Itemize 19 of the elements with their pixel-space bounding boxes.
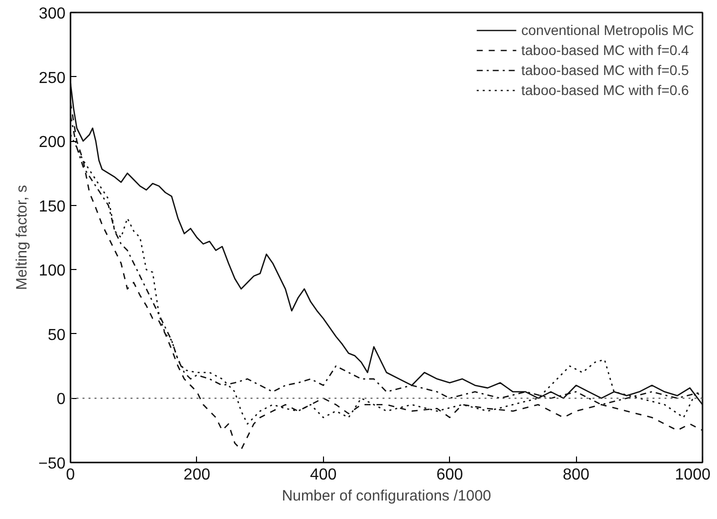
x-axis-title: Number of configurations /1000 — [282, 488, 492, 504]
y-tick-label: 0 — [56, 391, 66, 408]
y-tick-label: −50 — [38, 456, 66, 472]
x-tick-label: 800 — [562, 466, 590, 484]
x-tick-label: 600 — [436, 466, 464, 484]
y-tick-label: 300 — [38, 6, 66, 22]
x-tick-label: 400 — [310, 466, 337, 484]
y-axis-title: Melting factor, s — [13, 184, 30, 290]
legend-label: taboo-based MC with f=0.4 — [521, 42, 689, 58]
y-tick-label: 100 — [38, 262, 66, 280]
y-tick-label: 150 — [38, 198, 66, 216]
y-tick-label: 200 — [38, 134, 66, 152]
legend-label: taboo-based MC with f=0.5 — [521, 62, 689, 78]
x-tick-label: 1000 — [674, 466, 711, 484]
legend-label: taboo-based MC with f=0.6 — [521, 82, 689, 98]
y-tick-label: 50 — [48, 326, 66, 344]
legend-label: conventional Metropolis MC — [521, 22, 694, 38]
y-tick-label: 250 — [38, 70, 66, 87]
x-tick-label: 200 — [184, 466, 210, 484]
